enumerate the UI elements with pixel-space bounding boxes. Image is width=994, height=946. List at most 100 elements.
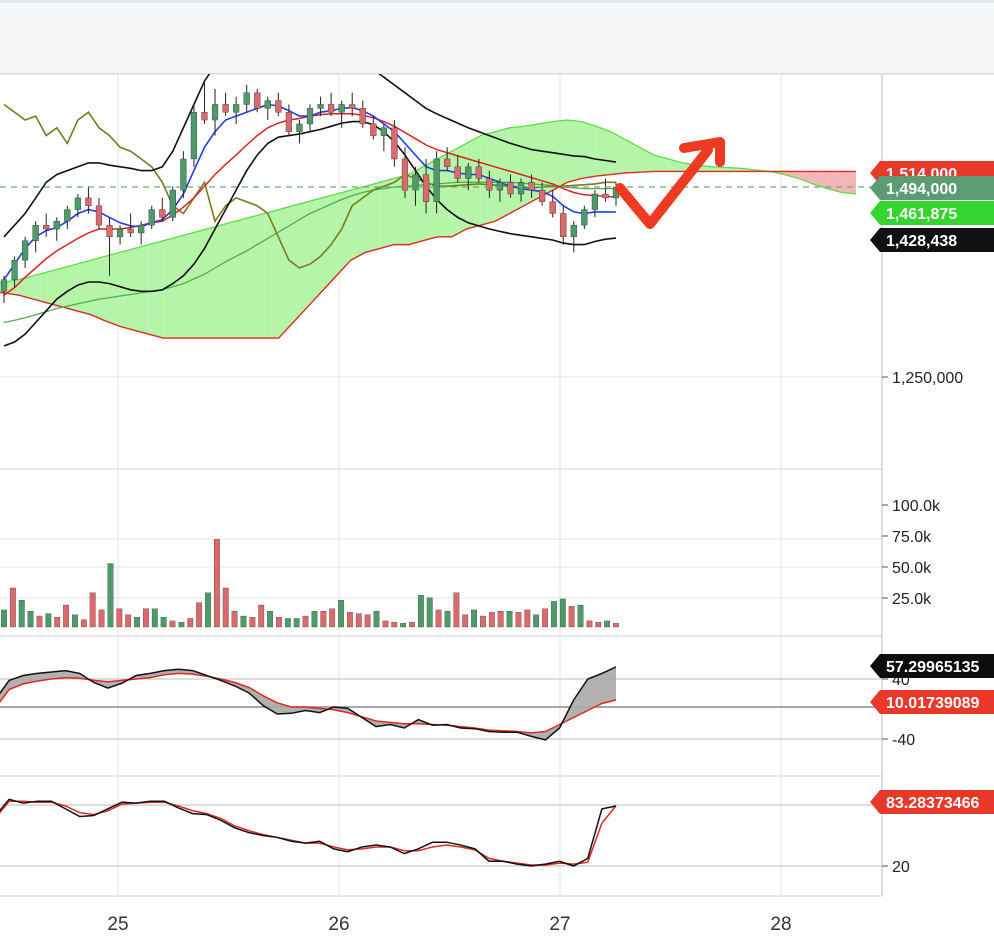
kumo-cloud-segment bbox=[76, 260, 92, 315]
volume-bar bbox=[462, 614, 469, 628]
volume-bar bbox=[586, 620, 593, 628]
volume-bar bbox=[595, 621, 602, 628]
candle-body bbox=[581, 209, 588, 226]
volume-bar bbox=[551, 601, 557, 628]
volume-bar bbox=[471, 609, 477, 628]
volume-bar bbox=[143, 608, 149, 628]
volume-bar bbox=[320, 610, 327, 628]
candle-body bbox=[11, 259, 18, 280]
volume-bar bbox=[417, 595, 424, 628]
bollinger-upper bbox=[3, 74, 617, 238]
volume-bar bbox=[258, 604, 265, 628]
kumo-cloud-segment bbox=[653, 155, 669, 172]
candle-body bbox=[243, 92, 250, 105]
macd-signal-line bbox=[0, 672, 617, 734]
volume-bar bbox=[9, 587, 16, 628]
volume-bar bbox=[276, 617, 282, 628]
candle-body bbox=[211, 104, 219, 121]
volume-bar bbox=[444, 610, 451, 628]
kumo-cloud-segment bbox=[249, 213, 265, 339]
candle-body bbox=[22, 240, 29, 261]
kumo-cloud-segment bbox=[625, 139, 640, 173]
volume-bar bbox=[134, 617, 140, 628]
kumo-cloud-segment bbox=[783, 171, 799, 179]
candle-body bbox=[539, 189, 546, 202]
volume-bar bbox=[284, 618, 291, 628]
volume-bar bbox=[400, 623, 407, 628]
price-tag-bg bbox=[870, 654, 994, 678]
volume-bar bbox=[63, 604, 69, 628]
kumo-cloud-segment bbox=[293, 201, 308, 323]
kumo-cloud-segment bbox=[552, 120, 568, 191]
volume-bar bbox=[533, 614, 540, 628]
candle-body bbox=[422, 174, 430, 202]
stochastic-k-line bbox=[0, 798, 617, 867]
x-tick-label: 28 bbox=[770, 914, 791, 935]
volume-bar bbox=[98, 609, 105, 628]
kumo-cloud-segment bbox=[148, 240, 164, 339]
price-tag-bg bbox=[870, 690, 994, 714]
y-tick-label: 1,250,000 bbox=[892, 370, 963, 387]
volume-bar bbox=[178, 621, 185, 628]
volume-bar bbox=[435, 609, 442, 628]
candle-body bbox=[116, 228, 124, 238]
volume-bar bbox=[426, 597, 433, 628]
price-tag-label: 1,428,438 bbox=[886, 233, 957, 250]
kumo-cloud-segment bbox=[596, 126, 611, 177]
volume-bar bbox=[382, 620, 389, 628]
top-toolbar bbox=[0, 0, 994, 74]
volume-bar bbox=[302, 615, 309, 628]
candle-body bbox=[328, 104, 335, 113]
volume-bar bbox=[27, 610, 34, 628]
price-tag: 10.01739089 bbox=[870, 690, 994, 714]
candle-body bbox=[275, 100, 282, 113]
volume-bar bbox=[72, 614, 78, 628]
kumo-cloud-segment bbox=[567, 120, 582, 183]
candle-body bbox=[43, 224, 50, 230]
ma-slow-line bbox=[3, 181, 616, 324]
candle-body bbox=[64, 209, 71, 222]
volume-bar bbox=[577, 604, 584, 628]
kumo-cloud-segment bbox=[437, 151, 452, 237]
volume-bar bbox=[107, 563, 114, 628]
volume-bar bbox=[151, 608, 158, 628]
candle-body bbox=[85, 197, 92, 206]
volume-bar bbox=[391, 621, 398, 628]
candle-body bbox=[169, 189, 176, 218]
candle-body bbox=[222, 104, 229, 113]
macd-line bbox=[0, 666, 617, 741]
candle-body bbox=[549, 201, 556, 214]
volume-bar bbox=[18, 600, 25, 628]
x-tick-label: 26 bbox=[328, 914, 349, 935]
kumo-cloud-segment bbox=[336, 190, 351, 276]
candle-body bbox=[401, 158, 409, 191]
macd-panel bbox=[0, 666, 617, 741]
candle-body bbox=[106, 224, 113, 238]
volume-bar bbox=[213, 539, 220, 628]
candle-body bbox=[454, 166, 461, 179]
candle-body bbox=[254, 92, 261, 109]
volume-bar bbox=[311, 610, 318, 628]
stochastic-d-line bbox=[0, 800, 617, 866]
kumo-cloud-segment bbox=[841, 171, 856, 195]
kumo-cloud-segment bbox=[379, 178, 395, 249]
volume-tick-label: 50.0k bbox=[892, 560, 932, 577]
volume-bar bbox=[222, 587, 229, 628]
kumo-cloud-segment bbox=[812, 171, 828, 189]
volume-tick-label: 75.0k bbox=[892, 529, 932, 546]
volume-bar bbox=[187, 618, 194, 628]
kumo-cloud-segment bbox=[365, 182, 380, 253]
volume-bar bbox=[36, 615, 43, 628]
volume-bar bbox=[488, 612, 495, 628]
volume-bar bbox=[293, 618, 300, 628]
kumo-cloud-segment bbox=[235, 217, 250, 339]
volume-bar bbox=[125, 614, 132, 628]
candle-body bbox=[32, 224, 39, 241]
candle-body bbox=[317, 104, 324, 109]
volume-bar bbox=[506, 610, 513, 628]
price-tag: 1,428,438 bbox=[870, 228, 994, 252]
volume-bar bbox=[249, 617, 256, 628]
candle-body bbox=[180, 158, 187, 191]
kumo-cloud-segment bbox=[91, 256, 106, 321]
